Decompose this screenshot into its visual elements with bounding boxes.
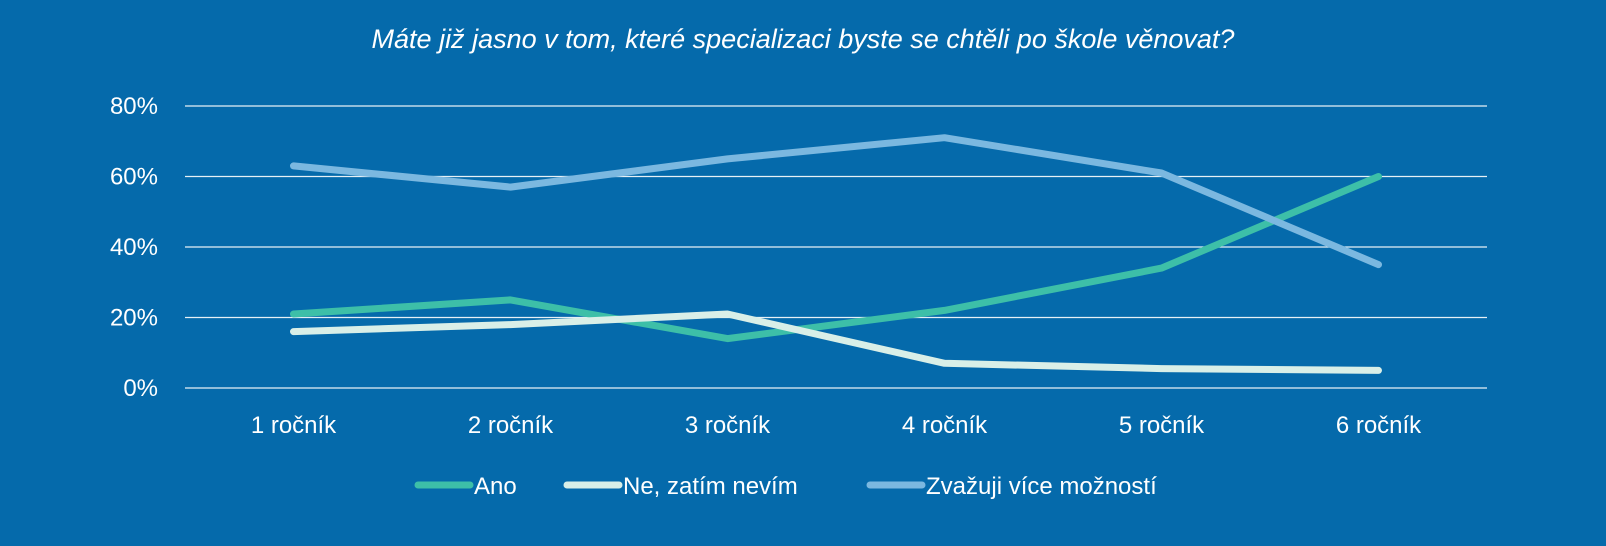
x-tick-label: 4 ročník xyxy=(902,412,988,439)
series-line-1 xyxy=(290,173,1382,343)
x-axis-ticks: 1 ročník 2 ročník 3 ročník 4 ročník 5 ročník… xyxy=(251,412,1422,439)
legend-label: Ano xyxy=(474,473,517,500)
legend-label: Zvažuji více možností xyxy=(926,473,1157,500)
y-tick-label: 0% xyxy=(123,375,158,402)
legend-item: Ne, zatím nevím xyxy=(563,473,798,500)
series-line-2 xyxy=(290,310,1382,374)
series-line-3 xyxy=(290,134,1382,269)
y-tick-label: 20% xyxy=(110,305,158,332)
x-tick-label: 6 ročník xyxy=(1336,412,1422,439)
legend-item: Ano xyxy=(414,473,517,500)
legend-label: Ne, zatím nevím xyxy=(623,473,798,500)
chart-title: Máte již jasno v tom, které specializaci… xyxy=(372,24,1235,54)
y-tick-label: 60% xyxy=(110,164,158,191)
y-tick-label: 80% xyxy=(110,93,158,120)
series-lines xyxy=(290,134,1382,374)
y-tick-label: 40% xyxy=(110,234,158,261)
x-tick-label: 3 ročník xyxy=(685,412,771,439)
x-tick-label: 1 ročník xyxy=(251,412,337,439)
legend-item: Zvažuji více možností xyxy=(866,473,1157,500)
x-tick-label: 5 ročník xyxy=(1119,412,1205,439)
y-axis-ticks: 0% 20% 40% 60% 80% xyxy=(110,93,158,402)
x-tick-label: 2 ročník xyxy=(468,412,554,439)
legend: Ano Ne, zatím nevím Zvažuji více možností xyxy=(414,473,1157,500)
